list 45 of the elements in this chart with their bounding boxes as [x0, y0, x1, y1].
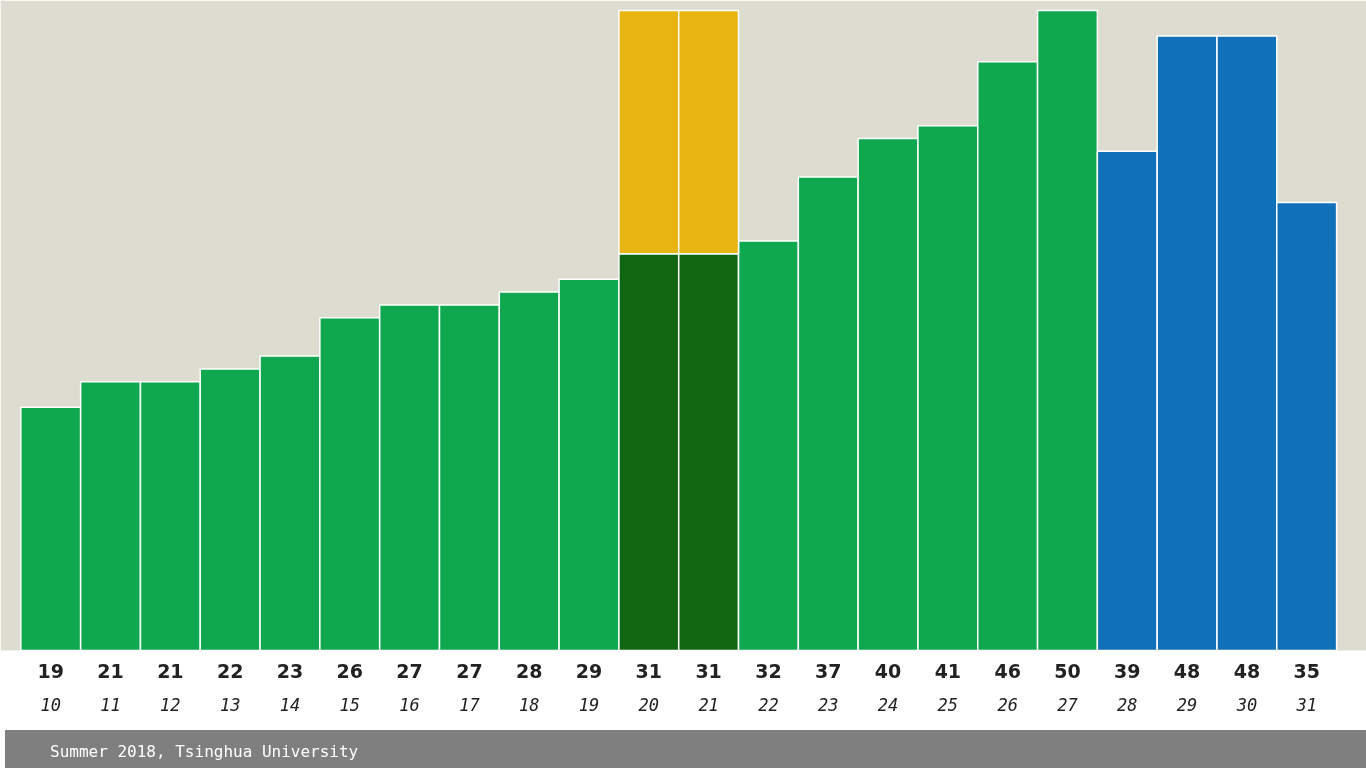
- data-label: 50: [1054, 659, 1081, 682]
- data-label: 29: [575, 659, 603, 682]
- data-label: 48: [1233, 659, 1261, 682]
- x-tick-label: 26: [997, 695, 1018, 715]
- x-tick-label: 16: [399, 695, 420, 715]
- data-label: 26: [336, 659, 364, 682]
- data-label: 37: [815, 659, 842, 682]
- x-tick-label: 25: [937, 695, 959, 715]
- data-label: 46: [994, 659, 1021, 682]
- data-label: 48: [1173, 659, 1201, 682]
- x-tick-label: 19: [578, 695, 600, 715]
- data-label: 32: [755, 659, 782, 682]
- x-tick-label: 29: [1176, 695, 1198, 715]
- data-label: 39: [1114, 659, 1141, 682]
- x-tick-label: 14: [279, 695, 301, 715]
- x-tick-label: 15: [339, 695, 361, 715]
- x-tick-label: 10: [40, 695, 61, 715]
- x-tick-label: 27: [1057, 695, 1079, 715]
- data-label: 23: [276, 659, 304, 682]
- data-label: 27: [456, 659, 483, 682]
- x-tick-label: 31: [1295, 695, 1317, 715]
- text: Summer 2018, Tsinghua University: [50, 741, 359, 763]
- data-label: 41: [934, 659, 962, 682]
- data-label: 21: [97, 659, 124, 682]
- x-tick-label: 21: [698, 695, 719, 715]
- data-label: 22: [216, 659, 244, 682]
- x-tick-label: 11: [100, 695, 121, 715]
- data-label: 19: [37, 659, 64, 682]
- x-tick-label: 13: [219, 695, 241, 715]
- data-label: 31: [695, 659, 722, 682]
- x-tick-label: 28: [1117, 695, 1138, 715]
- data-label: 28: [515, 659, 543, 682]
- x-tick-label: 20: [638, 695, 660, 715]
- data-label: 31: [635, 659, 663, 682]
- x-tick-label: 23: [818, 695, 839, 715]
- data-label: 27: [396, 659, 423, 682]
- x-tick-label: 30: [1235, 695, 1258, 715]
- x-tick-label: 18: [518, 695, 540, 715]
- data-label: 35: [1293, 659, 1320, 682]
- x-tick-label: 24: [877, 695, 899, 715]
- x-tick-label: 22: [758, 695, 779, 715]
- x-tick-label: 12: [160, 695, 181, 715]
- data-label: 21: [157, 659, 184, 682]
- x-tick-label: 17: [459, 695, 481, 715]
- data-label: 40: [874, 659, 902, 682]
